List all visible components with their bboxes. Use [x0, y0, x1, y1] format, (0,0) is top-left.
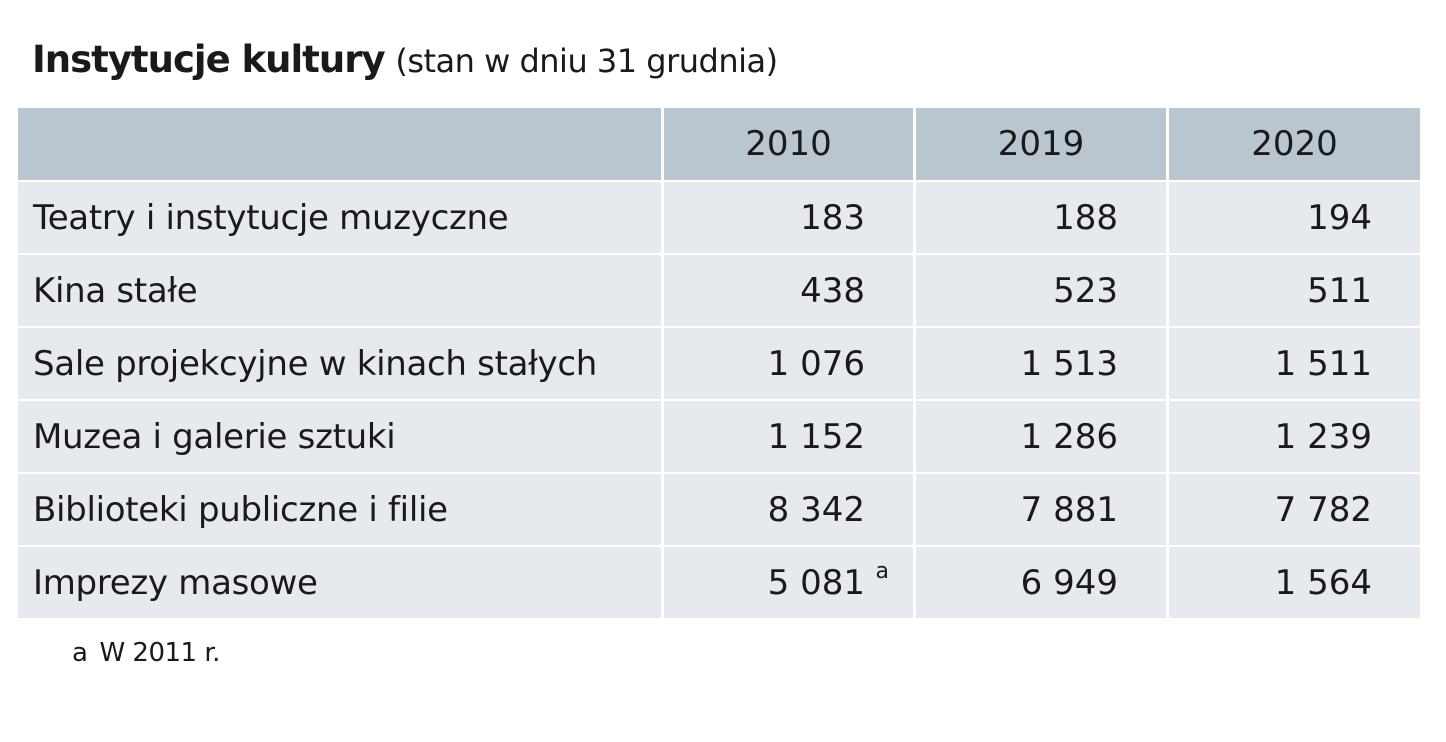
value-cell: 438 — [664, 255, 913, 326]
row-label: Sale projekcyjne w kinach stałych — [18, 328, 661, 399]
value-cell: 523 — [916, 255, 1166, 326]
value-cell: 188 — [916, 182, 1166, 253]
footnote: a W 2011 r. — [72, 638, 220, 668]
value-cell: 1 511 — [1169, 328, 1420, 399]
value-cell: 7 881 — [916, 474, 1166, 545]
row-label: Kina stałe — [18, 255, 661, 326]
row-label: Imprezy masowe — [18, 547, 661, 618]
value-cell: 1 513 — [916, 328, 1166, 399]
column-header: 2020 — [1169, 108, 1420, 180]
title-block: Instytucje kultury (stan w dniu 31 grudn… — [32, 38, 778, 81]
table: 2010 2019 2020 Teatry i instytucje muzyczne… — [18, 108, 1420, 618]
value-cell: 511 — [1169, 255, 1420, 326]
header-corner — [18, 108, 661, 180]
value-cell: 5 081 a — [664, 547, 913, 618]
row-label: Biblioteki publiczne i filie — [18, 474, 661, 545]
value-cell: 7 782 — [1169, 474, 1420, 545]
value-cell: 6 949 — [916, 547, 1166, 618]
value-cell: 1 152 — [664, 401, 913, 472]
value-cell: 1 076 — [664, 328, 913, 399]
footnote-text: W 2011 r. — [99, 638, 220, 668]
column-header: 2010 — [664, 108, 913, 180]
value-cell: 183 — [664, 182, 913, 253]
value-cell: 1 239 — [1169, 401, 1420, 472]
value-cell: 1 286 — [916, 401, 1166, 472]
value-cell: 8 342 — [664, 474, 913, 545]
title: Instytucje kultury — [32, 38, 386, 81]
subtitle: (stan w dniu 31 grudnia) — [395, 42, 778, 80]
note-marker: a — [875, 559, 889, 584]
row-label: Teatry i instytucje muzyczne — [18, 182, 661, 253]
column-header: 2019 — [916, 108, 1166, 180]
footnote-marker: a — [72, 638, 88, 668]
value-cell: 1 564 — [1169, 547, 1420, 618]
value-cell: 194 — [1169, 182, 1420, 253]
row-label: Muzea i galerie sztuki — [18, 401, 661, 472]
